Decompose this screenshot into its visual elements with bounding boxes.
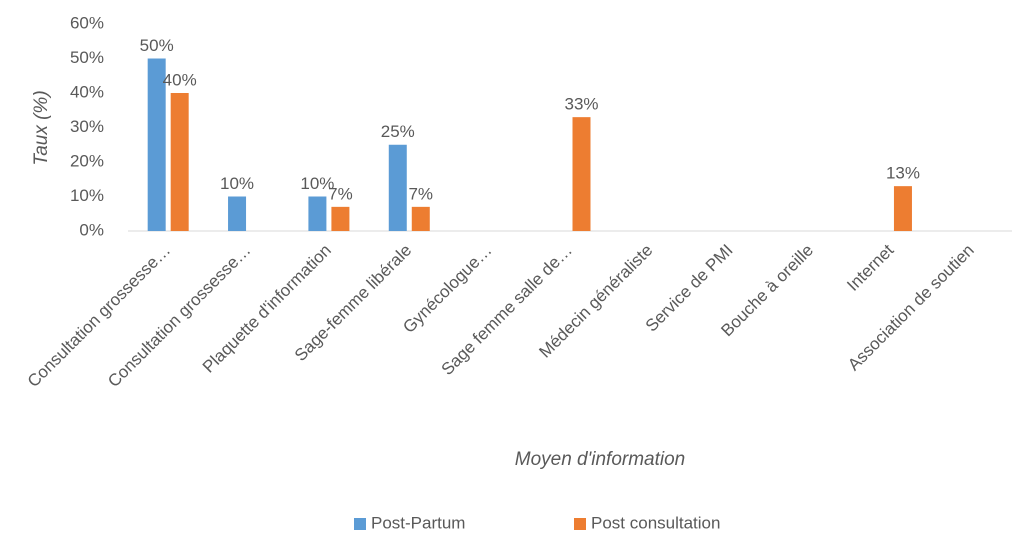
- data-label: 10%: [300, 174, 334, 193]
- data-label: 25%: [381, 122, 415, 141]
- y-tick-label: 30%: [70, 117, 104, 136]
- y-tick-label: 0%: [79, 220, 104, 239]
- bar: [893, 186, 912, 231]
- legend-swatch: [574, 518, 586, 530]
- data-label: 13%: [886, 164, 920, 183]
- legend-label: Post consultation: [591, 513, 720, 532]
- x-tick-label: Consultation grossesse…: [24, 241, 174, 391]
- y-axis-title: Taux (%): [31, 90, 52, 165]
- data-label: 7%: [328, 184, 353, 203]
- bar: [228, 196, 247, 231]
- data-label: 10%: [220, 174, 254, 193]
- data-label: 50%: [140, 36, 174, 55]
- x-tick-label: Sage femme salle de…: [438, 241, 576, 379]
- data-label: 7%: [408, 184, 433, 203]
- bar: [170, 93, 189, 231]
- x-tick-label: Plaquette d'information: [199, 241, 335, 377]
- bar: [308, 196, 327, 231]
- y-tick-label: 20%: [70, 151, 104, 170]
- x-tick-label: Consultation grossesse…: [104, 241, 254, 391]
- data-label: 33%: [564, 95, 598, 114]
- x-axis-title: Moyen d'information: [515, 449, 686, 470]
- bar: [572, 117, 591, 231]
- data-label: 40%: [163, 70, 197, 89]
- bar: [331, 206, 350, 231]
- bar: [147, 58, 166, 231]
- legend-swatch: [354, 518, 366, 530]
- x-tick-label: Internet: [843, 240, 897, 294]
- bar: [411, 206, 430, 231]
- y-tick-label: 60%: [70, 13, 104, 32]
- y-tick-label: 40%: [70, 82, 104, 101]
- bar: [388, 144, 407, 231]
- y-tick-label: 50%: [70, 48, 104, 67]
- y-tick-label: 10%: [70, 186, 104, 205]
- legend-label: Post-Partum: [371, 513, 465, 532]
